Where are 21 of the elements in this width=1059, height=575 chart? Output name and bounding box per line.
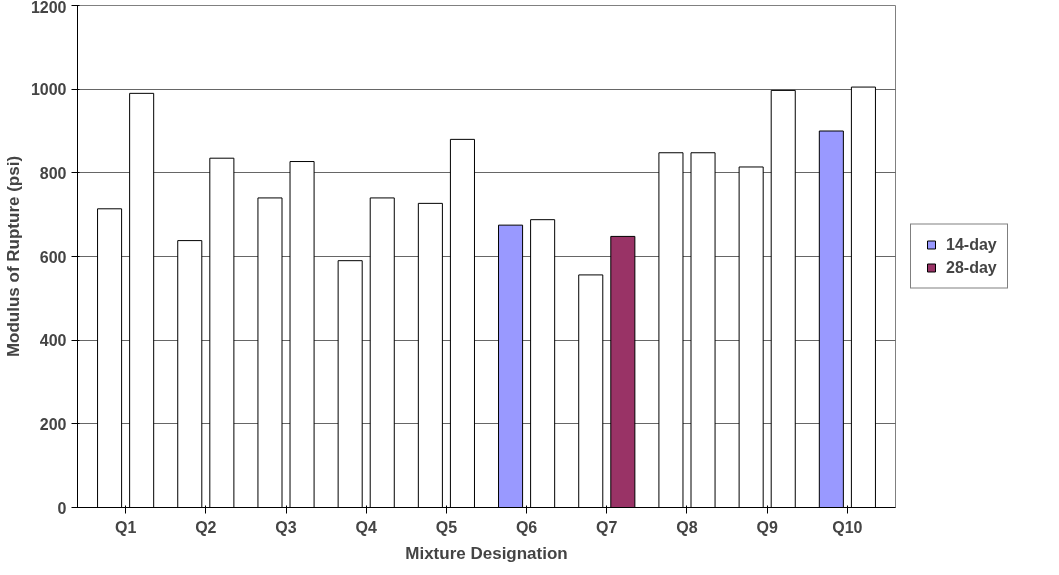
x-tick-label: Q3: [275, 518, 297, 536]
x-tick-label: Q4: [355, 518, 377, 536]
y-tick-label: 600: [39, 248, 67, 266]
x-tick-label: Q8: [676, 518, 698, 536]
x-axis-title: Mixture Designation: [405, 543, 568, 563]
y-tick-label: 0: [57, 499, 67, 517]
x-tick-label: Q7: [596, 518, 618, 536]
legend-label: 28-day: [946, 258, 997, 277]
x-tick-label: Q9: [756, 518, 778, 536]
legend-label: 14-day: [946, 235, 997, 254]
y-tick-label: 1200: [30, 0, 67, 16]
x-tick-label: Q2: [195, 518, 217, 536]
x-tick-label: Q1: [114, 518, 137, 536]
y-tick-label: 1000: [30, 81, 67, 99]
x-tick-label: Q6: [515, 518, 538, 536]
y-tick-label: 800: [39, 164, 67, 182]
y-axis-title: Modulus of Rupture (psi): [3, 155, 23, 358]
x-tick-label: Q10: [832, 518, 863, 536]
x-tick-label: Q5: [435, 518, 458, 536]
y-tick-label: 200: [39, 415, 67, 433]
y-tick-label: 400: [39, 332, 67, 350]
